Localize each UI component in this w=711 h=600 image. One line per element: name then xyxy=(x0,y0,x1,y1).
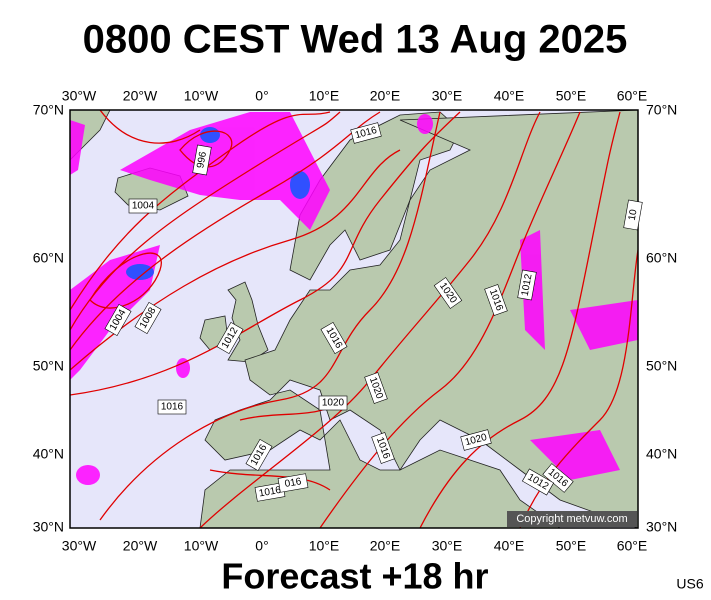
isobar-label: 1020 xyxy=(364,372,388,404)
lon-label-bottom: 50°E xyxy=(556,538,587,554)
isobar-label-box xyxy=(192,144,212,176)
isobar-label: 1020 xyxy=(460,429,492,451)
isobar-label-box xyxy=(320,321,348,355)
isobar-label-box xyxy=(277,473,309,493)
lon-label-top: 30°W xyxy=(62,88,97,104)
lon-label-bottom: 20°W xyxy=(123,538,158,554)
lon-label-bottom: 20°E xyxy=(370,538,401,554)
isobar-label-box xyxy=(364,372,388,404)
lat-label-left: 30°N xyxy=(33,519,64,535)
lon-label-bottom: 10°W xyxy=(184,538,219,554)
isobar-label: 1020 xyxy=(318,395,348,411)
isobar-label-box xyxy=(623,199,643,231)
isobar-label-box xyxy=(460,429,492,451)
lon-label-bottom: 60°E xyxy=(617,538,648,554)
isobar-label-text: 1016 xyxy=(258,485,282,500)
lat-label-right: 30°N xyxy=(646,519,677,535)
ticks: 30°W 30°W 20°W 20°W 10°W 10°W 0° 0° 10°E 10°E 20°E… xyxy=(33,88,678,554)
isobar-label-box xyxy=(521,468,555,496)
lat-label-right: 50°N xyxy=(646,358,677,374)
lon-label-bottom: 40°E xyxy=(494,538,525,554)
lat-label-left: 60°N xyxy=(33,250,64,266)
lat-label-left: 70°N xyxy=(33,102,64,118)
lon-label-top: 10°E xyxy=(309,88,340,104)
lon-label-top: 40°E xyxy=(494,88,525,104)
lon-label-top: 0° xyxy=(255,88,268,104)
lon-label-bottom: 30°W xyxy=(62,538,97,554)
isobar-label-text: 1016 xyxy=(161,402,184,413)
isobar-label-box xyxy=(245,438,273,472)
lat-label-left: 40°N xyxy=(33,446,64,462)
copyright: Copyright metvuw.com xyxy=(516,513,627,525)
isobar-label: 1016 xyxy=(371,432,395,464)
lon-label-bottom: 10°E xyxy=(309,538,340,554)
lat-label-left: 50°N xyxy=(33,358,64,374)
isobar-label-text: 1012 xyxy=(520,273,535,297)
lat-label-right: 40°N xyxy=(646,446,677,462)
isobar-label-text: 996 xyxy=(195,150,209,169)
isobars xyxy=(70,110,638,528)
isobar-label-text: 016 xyxy=(284,476,303,490)
lon-label-top: 30°E xyxy=(432,88,463,104)
title: 0800 CEST Wed 13 Aug 2025 xyxy=(83,18,628,62)
isobar-label-box xyxy=(484,284,508,316)
lon-label-bottom: 30°E xyxy=(432,538,463,554)
isobar-label-box xyxy=(517,269,537,301)
map-frame xyxy=(69,109,639,529)
map-layers xyxy=(70,110,638,528)
isobar-label-box xyxy=(350,122,382,144)
lon-label-top: 20°E xyxy=(370,88,401,104)
lon-label-bottom: 0° xyxy=(255,538,268,554)
isobar-label: 016 xyxy=(277,473,309,493)
lon-label-top: 60°E xyxy=(617,88,648,104)
isobar-label: 1016 xyxy=(254,482,286,502)
isobar-label-box xyxy=(318,395,348,411)
isobar-label: 1012 xyxy=(517,269,537,301)
isobar-label-text: 1020 xyxy=(322,398,345,409)
lat-label-right: 60°N xyxy=(646,250,677,266)
lat-label-right: 70°N xyxy=(646,102,677,118)
isobar-label-box xyxy=(128,198,158,214)
isobar-label-box xyxy=(433,277,463,309)
isobar-label-box xyxy=(134,301,162,335)
lon-label-top: 50°E xyxy=(556,88,587,104)
isobar-label-text: 1004 xyxy=(132,201,155,212)
isobar-label: 1016 xyxy=(157,399,187,415)
lon-label-top: 10°W xyxy=(184,88,219,104)
isobar-label-text: 10 xyxy=(627,208,640,221)
isobar-label: 1016 xyxy=(350,122,382,144)
isobar-label: 1016 xyxy=(484,284,508,316)
model-code: US6 xyxy=(676,576,703,592)
isobar-label: 10 xyxy=(623,199,643,231)
isobar-label-box xyxy=(104,303,132,337)
copyright-box xyxy=(507,511,637,527)
isobar-label-box xyxy=(371,432,395,464)
lon-label-top: 20°W xyxy=(123,88,158,104)
isobar-label: 1004 xyxy=(128,198,158,214)
isobar-label-box xyxy=(157,399,187,415)
isobar-label-box xyxy=(216,321,244,355)
isobar-label: 996 xyxy=(192,144,212,176)
forecast-label: Forecast +18 hr xyxy=(221,556,488,597)
